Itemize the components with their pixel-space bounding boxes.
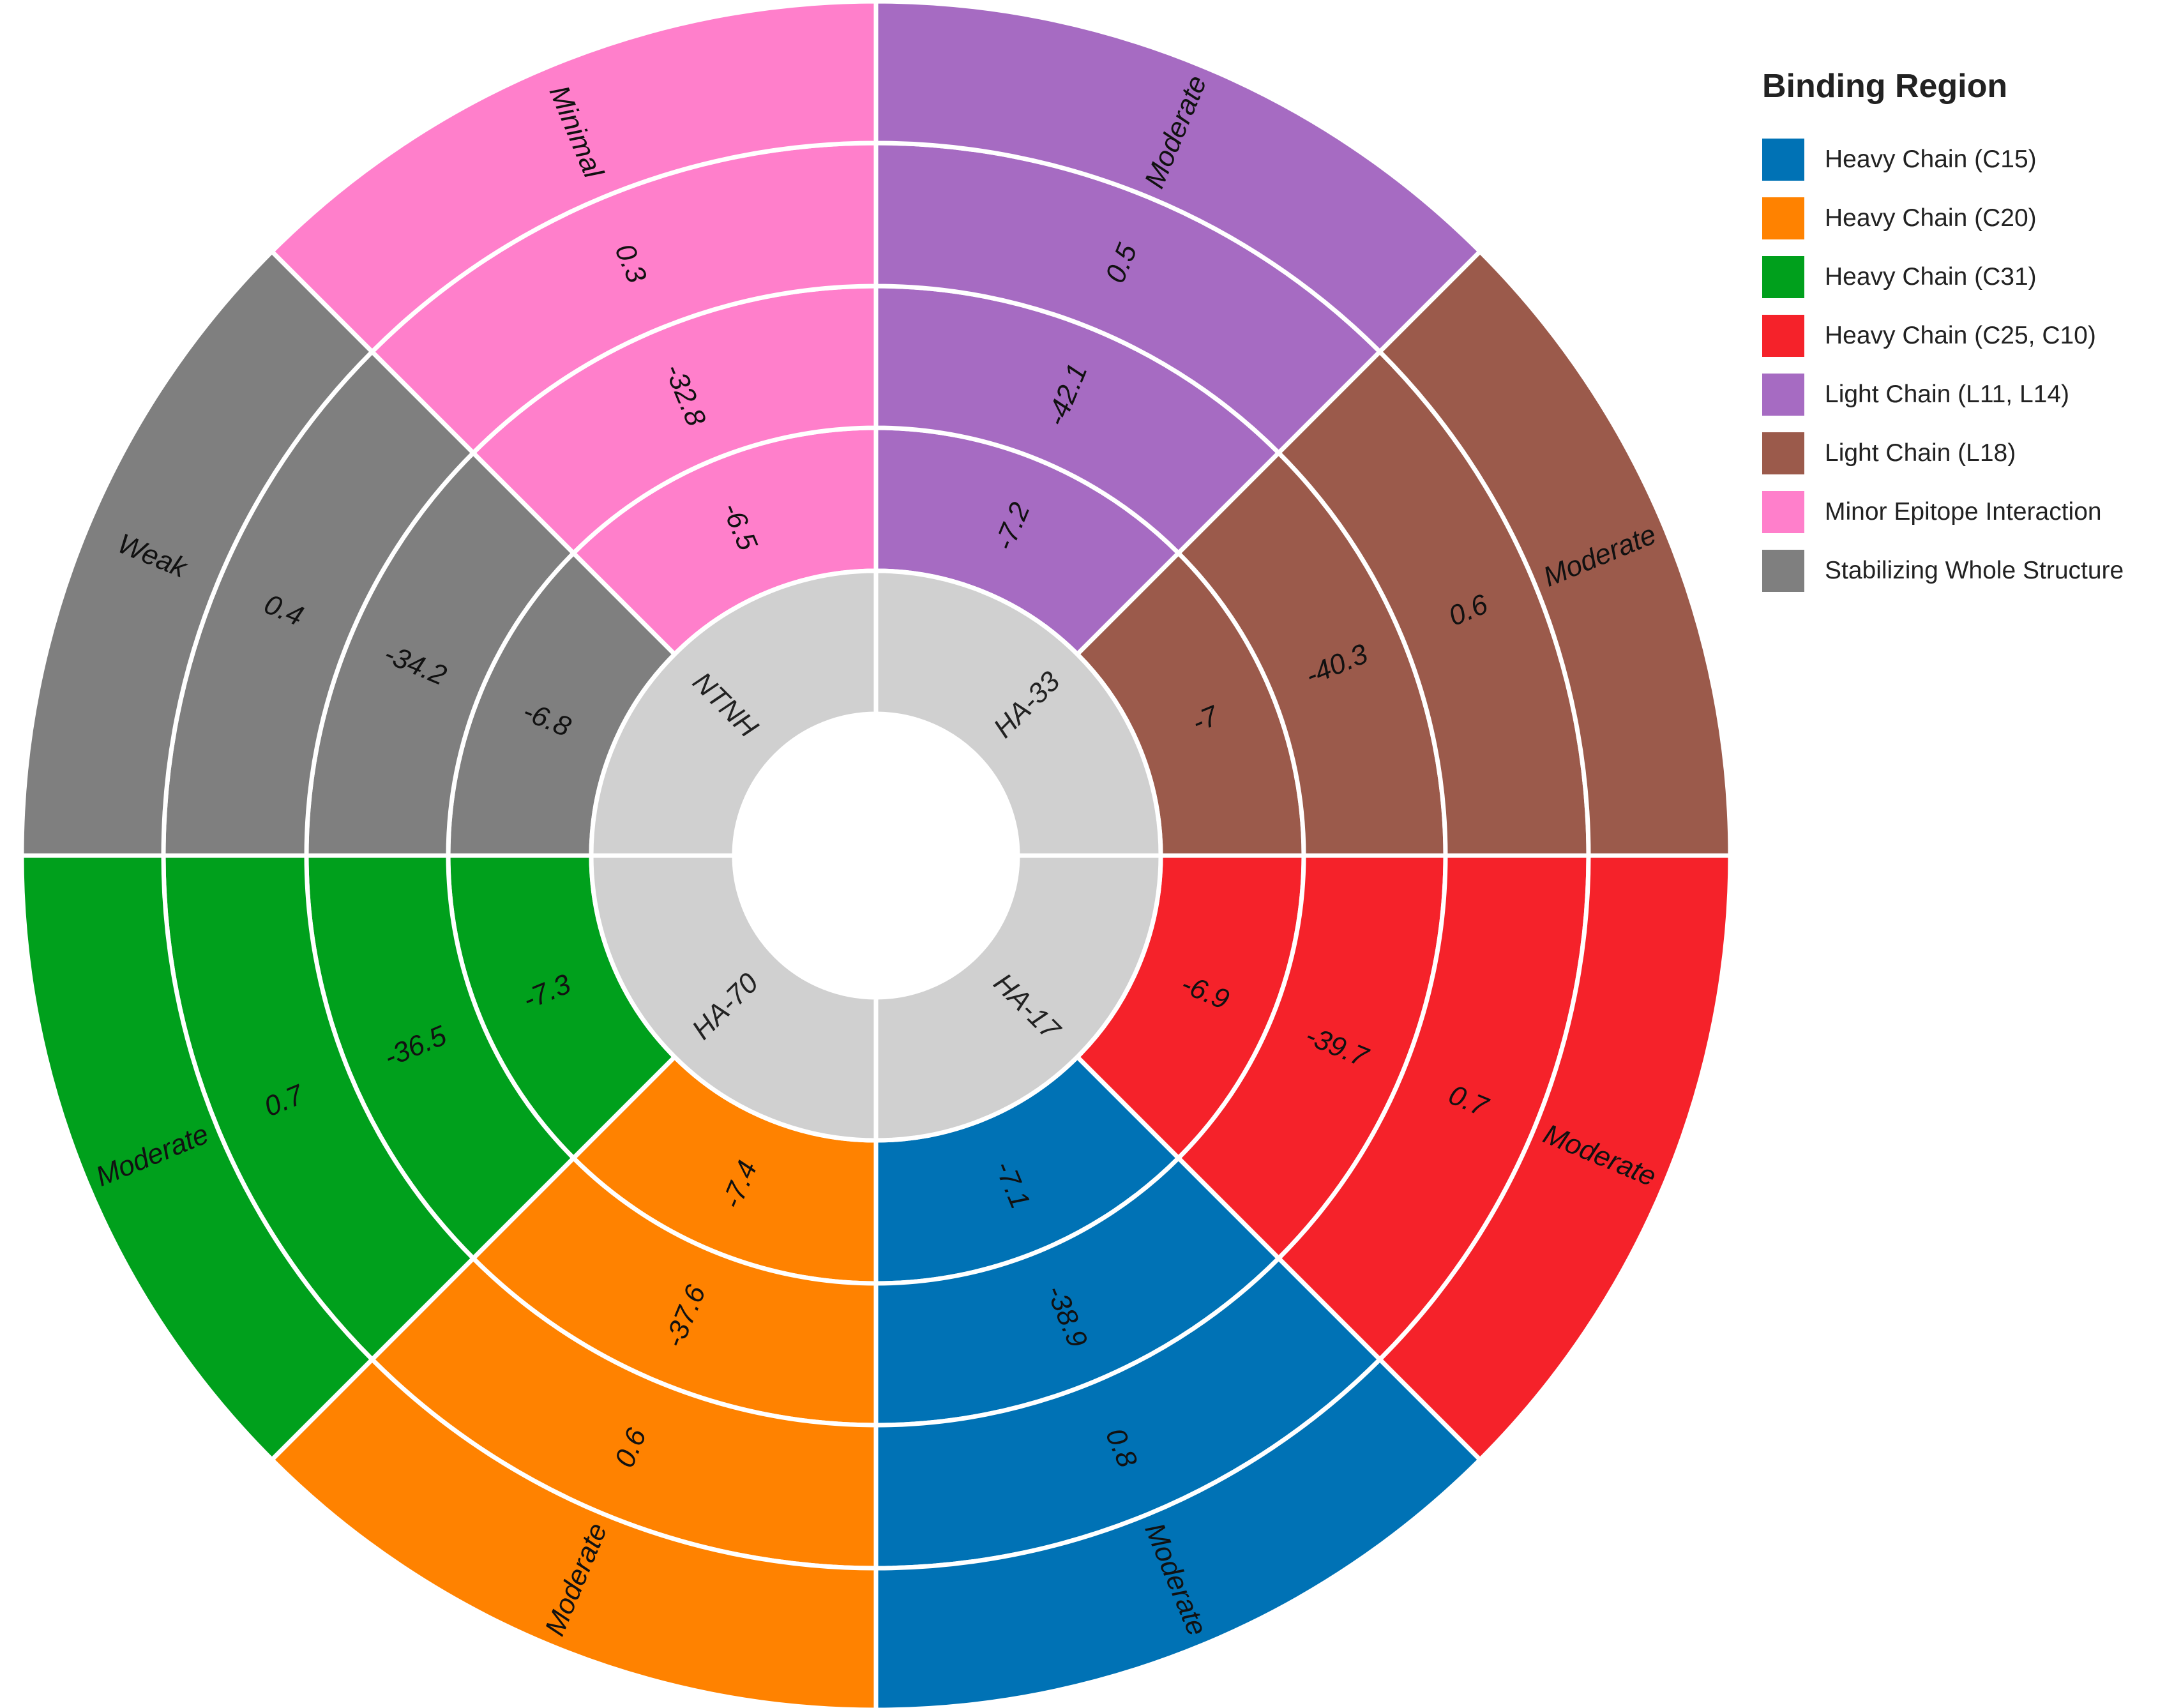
legend-item: Heavy Chain (C25, C10) [1762,306,2158,365]
legend-item: Light Chain (L18) [1762,424,2158,483]
legend: Binding Region Heavy Chain (C15) Heavy Ch… [1762,64,2158,600]
legend-swatch [1762,491,1804,533]
legend-label: Minor Epitope Interaction [1825,498,2102,525]
legend-item: Heavy Chain (C31) [1762,248,2158,306]
center-segment-2 [589,853,879,1143]
legend-swatch [1762,315,1804,357]
sector-7-ring-3 [268,0,879,355]
legend-item: Heavy Chain (C15) [1762,130,2158,189]
legend-item: Stabilizing Whole Structure [1762,541,2158,600]
legend-label: Stabilizing Whole Structure [1825,557,2124,584]
sectors-layer [19,0,1733,1708]
center-segment-3 [589,568,879,858]
legend-item: Minor Epitope Interaction [1762,483,2158,541]
legend-label: Light Chain (L11, L14) [1825,381,2070,408]
center-segment-0 [873,568,1163,858]
legend-label: Heavy Chain (C20) [1825,204,2037,232]
legend-swatch [1762,374,1804,416]
legend-label: Heavy Chain (C31) [1825,263,2037,291]
legend-title: Binding Region [1762,68,2008,105]
legend-items: Heavy Chain (C15) Heavy Chain (C20) Heavy … [1762,130,2158,600]
sector-3-ring-3 [873,1356,1484,1708]
legend-swatch [1762,139,1804,181]
legend-label: Heavy Chain (C15) [1825,146,2037,173]
legend-item: Light Chain (L11, L14) [1762,365,2158,424]
legend-item: Heavy Chain (C20) [1762,189,2158,248]
center-ring-layer [589,568,1163,1143]
legend-label: Heavy Chain (C25, C10) [1825,322,2096,349]
legend-swatch [1762,197,1804,239]
legend-swatch [1762,256,1804,298]
legend-swatch [1762,550,1804,592]
legend-swatch [1762,432,1804,474]
legend-label: Light Chain (L18) [1825,439,2016,467]
center-segment-1 [873,853,1163,1143]
